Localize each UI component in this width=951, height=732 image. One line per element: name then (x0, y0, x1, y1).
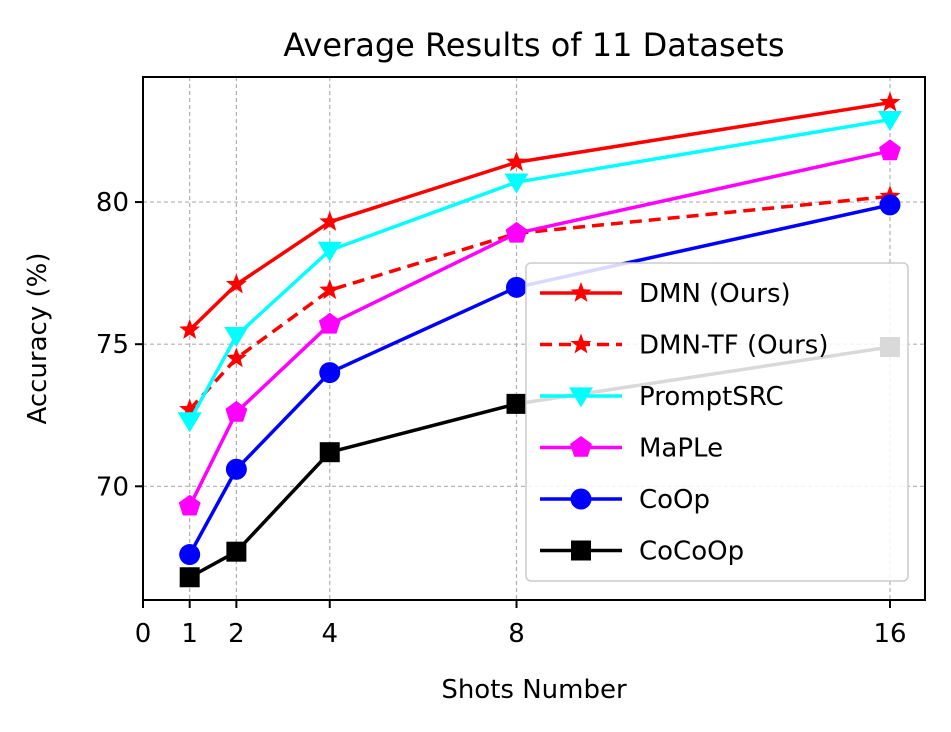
data-point (505, 276, 527, 298)
x-axis-label: Shots Number (441, 675, 627, 705)
series-3 (178, 139, 901, 516)
series-layer (177, 91, 902, 588)
legend-marker (569, 387, 593, 408)
data-point (225, 458, 247, 480)
data-point (506, 151, 527, 172)
y-tick-label: 70 (96, 472, 129, 502)
legend-label: MaPLe (639, 434, 723, 464)
data-point (317, 241, 342, 262)
data-point (879, 194, 901, 216)
data-point (179, 544, 201, 566)
x-tick-label: 0 (135, 619, 152, 649)
data-point (179, 398, 201, 419)
x-tick-label: 1 (181, 619, 198, 649)
x-tick-label: 4 (321, 619, 338, 649)
data-point (879, 139, 901, 161)
series-4 (179, 194, 901, 566)
data-point (879, 91, 901, 112)
y-axis-label: Accuracy (%) (23, 253, 53, 425)
legend-marker (570, 436, 592, 457)
data-point (225, 273, 247, 294)
legend-marker (570, 488, 592, 510)
data-point (318, 312, 341, 334)
data-point (224, 327, 249, 348)
data-point (506, 393, 527, 414)
data-point (504, 173, 529, 194)
x-tick-label: 2 (228, 619, 245, 649)
legend: DMN (Ours) DMN-TF (Ours) PromptSRC MaPLe CoO… (525, 262, 909, 582)
data-point (505, 221, 528, 243)
data-point (319, 362, 341, 384)
y-tick-label: 75 (96, 330, 129, 360)
data-point (877, 110, 902, 132)
legend-label: PromptSRC (639, 382, 784, 412)
series-0 (179, 91, 901, 339)
y-tick-label: 80 (96, 188, 129, 218)
legend-label: CoOp (639, 485, 710, 515)
axis-ticks: 0 1 2 4 8 16 70 75 80 (96, 188, 907, 649)
series-2 (177, 110, 902, 433)
x-tick-label: 16 (873, 619, 906, 649)
series-line (188, 194, 891, 411)
data-point (319, 442, 340, 463)
data-point (179, 318, 201, 339)
chart-title: Average Results of 11 Datasets (283, 26, 784, 64)
plot-frame (142, 76, 926, 601)
data-point (177, 412, 202, 433)
data-point (319, 279, 341, 300)
data-point (179, 567, 200, 588)
data-point (226, 541, 247, 562)
legend-label: DMN (Ours) (639, 279, 791, 309)
data-point (178, 494, 201, 516)
legend-marker (570, 333, 592, 354)
legend-marker (570, 282, 592, 302)
data-point (319, 210, 341, 231)
x-tick-label: 8 (508, 619, 525, 649)
data-point (225, 400, 248, 422)
legend-box (525, 262, 909, 582)
data-point (225, 347, 247, 368)
legend-label: DMN-TF (Ours) (639, 331, 828, 361)
legend-label: CoCoOp (639, 537, 744, 567)
legend-marker (571, 540, 591, 561)
